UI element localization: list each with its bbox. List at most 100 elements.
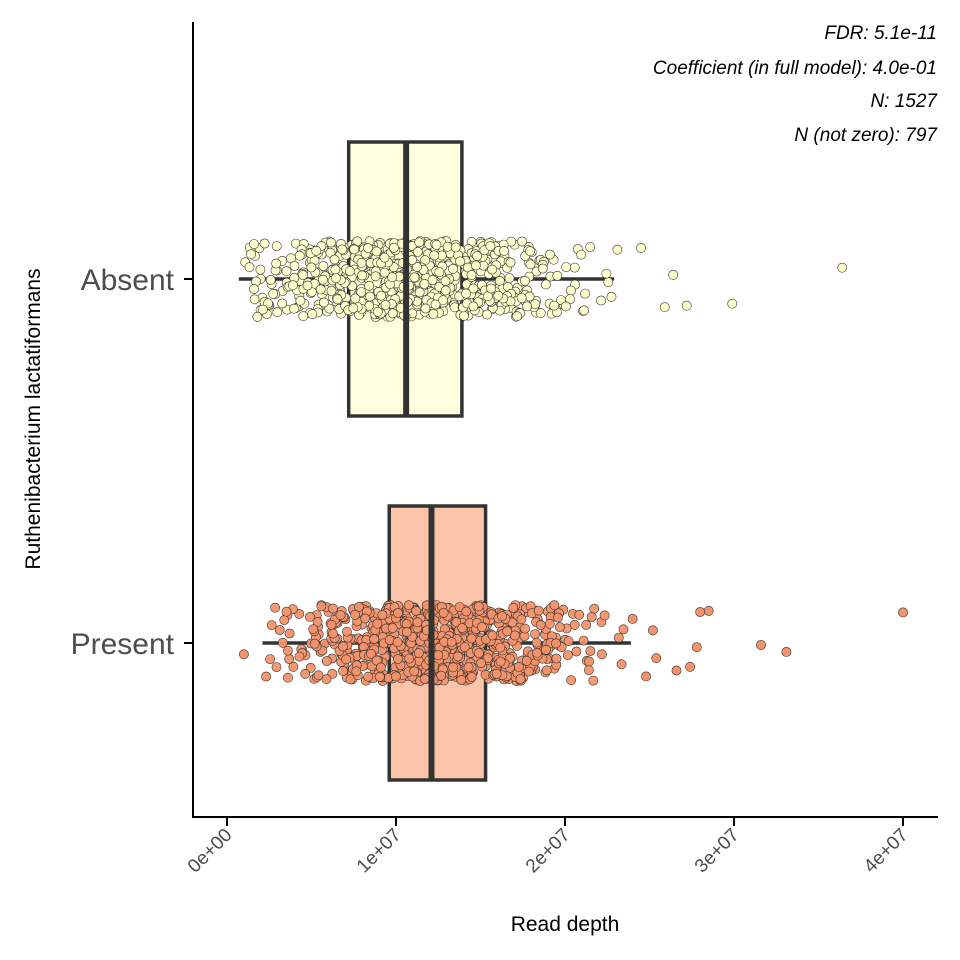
data-point (300, 668, 311, 679)
outlier-point (238, 649, 249, 660)
data-point (338, 666, 348, 676)
data-point (586, 612, 597, 622)
data-point (596, 295, 606, 306)
data-point (249, 294, 260, 305)
data-point (618, 624, 629, 635)
data-point (261, 671, 271, 682)
data-point (298, 270, 308, 280)
outlier-point (691, 642, 702, 652)
data-point (315, 284, 326, 295)
data-point (569, 619, 580, 630)
data-point (584, 665, 594, 675)
data-point (271, 241, 282, 251)
data-point (482, 653, 493, 663)
data-point (576, 249, 587, 260)
data-point (436, 670, 447, 681)
data-point (350, 609, 360, 620)
data-point (414, 287, 425, 298)
data-point (337, 244, 348, 255)
data-point (523, 666, 534, 677)
data-point (446, 637, 457, 647)
data-point (502, 626, 513, 637)
data-point (482, 309, 492, 320)
data-point (375, 662, 386, 673)
data-point (613, 632, 624, 643)
data-point (473, 601, 484, 612)
data-point (516, 614, 527, 625)
data-point (372, 618, 383, 629)
data-point (372, 306, 383, 317)
data-point (249, 239, 259, 249)
data-point (512, 311, 522, 322)
data-point (466, 672, 477, 682)
y-tick-label-absent: Absent (81, 264, 175, 297)
data-point (379, 252, 390, 263)
data-point (461, 606, 472, 617)
data-point (281, 266, 292, 277)
data-point (455, 256, 465, 267)
data-point (330, 273, 341, 283)
data-point (431, 239, 442, 250)
data-point (392, 654, 403, 664)
data-point (259, 238, 270, 249)
data-point (427, 275, 438, 285)
outlier-point (685, 661, 695, 672)
data-point (335, 610, 346, 620)
data-point (287, 280, 298, 291)
outlier-point (651, 653, 662, 664)
data-point (606, 291, 617, 302)
data-point (277, 637, 288, 648)
data-point (419, 674, 430, 684)
x-tick-label: 4e+07 (860, 825, 913, 878)
data-point (252, 311, 263, 322)
data-point (307, 309, 318, 319)
data-point (466, 633, 477, 644)
data-point (387, 623, 398, 633)
outlier-point (648, 625, 658, 636)
data-point (459, 642, 470, 652)
data-point (541, 665, 552, 676)
data-point (326, 619, 337, 630)
data-point (311, 245, 322, 256)
data-point (585, 242, 596, 252)
group-present (238, 504, 908, 782)
outlier-point (727, 298, 738, 309)
outlier-point (781, 647, 792, 657)
data-point (411, 606, 421, 616)
data-point (430, 299, 441, 310)
outlier-point (641, 671, 651, 682)
data-point (356, 257, 367, 268)
data-point (553, 612, 563, 623)
data-point (326, 285, 337, 296)
data-point (255, 264, 266, 275)
data-point (268, 288, 279, 299)
data-point (363, 243, 373, 253)
data-point (345, 266, 355, 276)
data-point (571, 646, 582, 657)
data-point (429, 250, 440, 261)
data-point (332, 294, 343, 305)
outlier-point (756, 640, 766, 650)
data-point (246, 249, 256, 260)
data-point (450, 242, 461, 253)
x-tick-label: 1e+07 (353, 825, 406, 878)
data-point (409, 272, 420, 283)
outlier-point (703, 605, 714, 616)
data-point (520, 623, 530, 634)
data-point (562, 650, 573, 660)
data-point (442, 241, 453, 252)
data-point (522, 301, 532, 312)
data-point (377, 610, 388, 620)
data-point (282, 672, 293, 683)
data-point (329, 254, 340, 265)
data-point (288, 303, 299, 314)
data-point (515, 674, 526, 684)
data-point (312, 617, 323, 627)
data-point (525, 246, 535, 257)
data-point (271, 662, 282, 672)
data-point (485, 241, 496, 252)
data-point (516, 292, 527, 303)
data-point (274, 625, 285, 635)
data-point (349, 244, 360, 255)
data-point (585, 646, 596, 656)
